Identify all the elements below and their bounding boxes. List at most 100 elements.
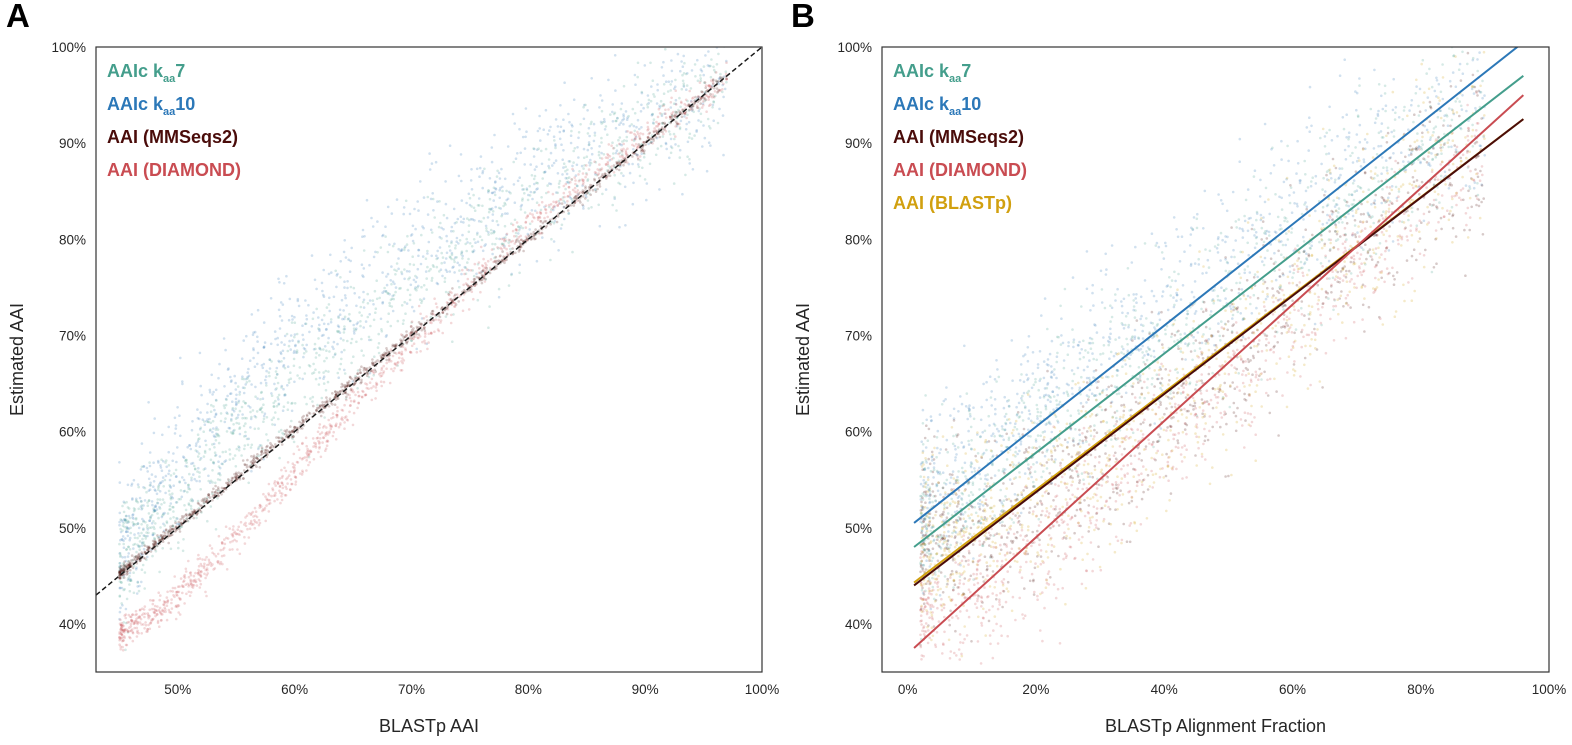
- data-point: [417, 321, 421, 324]
- data-point: [297, 341, 300, 344]
- data-point: [658, 106, 662, 109]
- data-point: [439, 321, 442, 324]
- data-point: [507, 284, 511, 287]
- data-point: [523, 192, 526, 195]
- data-point: [221, 542, 224, 545]
- data-point: [318, 329, 321, 333]
- data-point: [535, 181, 538, 185]
- data-point: [187, 485, 190, 489]
- data-point: [250, 512, 253, 515]
- data-point: [429, 315, 433, 319]
- data-point: [162, 600, 166, 603]
- data-point: [1362, 158, 1366, 161]
- data-point: [160, 458, 163, 462]
- data-point: [319, 348, 323, 351]
- data-point: [574, 194, 578, 198]
- data-point: [207, 495, 210, 498]
- data-point: [146, 612, 150, 615]
- data-point: [280, 494, 283, 498]
- data-point: [632, 144, 636, 148]
- data-point: [128, 516, 132, 520]
- data-point: [1448, 79, 1452, 83]
- data-point: [170, 527, 174, 531]
- data-point: [1302, 218, 1305, 221]
- data-point: [1047, 394, 1050, 397]
- data-point: [543, 205, 546, 209]
- data-point: [1325, 204, 1329, 208]
- data-point: [331, 412, 335, 415]
- data-point: [520, 238, 523, 242]
- data-point: [1330, 139, 1334, 142]
- data-point: [620, 171, 623, 175]
- data-point: [587, 143, 591, 147]
- data-point: [506, 197, 510, 201]
- data-point: [646, 125, 650, 129]
- data-point: [161, 536, 165, 539]
- data-point: [678, 96, 681, 100]
- data-point: [428, 152, 431, 155]
- data-point: [122, 563, 125, 566]
- data-point: [1380, 172, 1383, 175]
- data-point: [1052, 373, 1056, 376]
- data-point: [1000, 501, 1003, 504]
- data-point: [427, 341, 430, 344]
- data-point: [1046, 383, 1049, 386]
- data-point: [407, 249, 410, 252]
- data-point: [1012, 434, 1015, 438]
- data-point: [187, 575, 191, 579]
- data-point: [923, 548, 926, 551]
- data-point: [518, 247, 521, 251]
- data-point: [501, 250, 504, 253]
- data-point: [1020, 397, 1023, 400]
- data-point: [567, 212, 571, 215]
- data-point: [284, 469, 288, 473]
- data-point: [232, 432, 235, 435]
- data-point: [282, 365, 285, 368]
- data-point: [292, 452, 296, 456]
- data-point: [300, 473, 304, 476]
- data-point: [153, 532, 156, 535]
- data-point: [470, 284, 474, 288]
- data-point: [158, 498, 162, 501]
- data-point: [289, 470, 293, 473]
- data-point: [991, 454, 995, 458]
- data-point: [506, 253, 510, 257]
- data-point: [611, 120, 615, 123]
- data-point: [1391, 240, 1395, 243]
- data-point: [279, 301, 283, 304]
- data-point: [269, 297, 273, 300]
- data-point: [944, 398, 947, 401]
- data-point: [142, 534, 146, 537]
- data-point: [467, 218, 471, 222]
- data-point: [625, 153, 628, 156]
- data-point: [245, 465, 249, 469]
- data-point: [624, 151, 628, 154]
- data-point: [120, 581, 123, 584]
- data-point: [418, 322, 422, 326]
- data-point: [672, 182, 676, 185]
- data-point: [158, 570, 161, 574]
- data-point: [123, 614, 126, 617]
- data-point: [504, 239, 508, 243]
- data-point: [183, 489, 187, 493]
- data-point: [175, 590, 179, 594]
- data-point: [154, 522, 157, 525]
- data-point: [139, 552, 143, 556]
- data-point: [522, 239, 525, 243]
- data-point: [1122, 327, 1126, 330]
- data-point: [1290, 211, 1294, 214]
- data-point: [567, 185, 571, 189]
- data-point: [126, 562, 129, 566]
- data-point: [280, 443, 284, 446]
- data-point: [954, 531, 958, 534]
- data-point: [370, 398, 374, 402]
- data-point: [612, 152, 615, 155]
- data-point: [305, 343, 309, 347]
- data-point: [133, 508, 137, 511]
- data-point: [453, 305, 456, 308]
- data-point: [149, 517, 152, 520]
- data-point: [669, 115, 672, 119]
- data-point: [237, 422, 241, 425]
- data-point: [311, 372, 314, 375]
- data-point: [366, 315, 370, 319]
